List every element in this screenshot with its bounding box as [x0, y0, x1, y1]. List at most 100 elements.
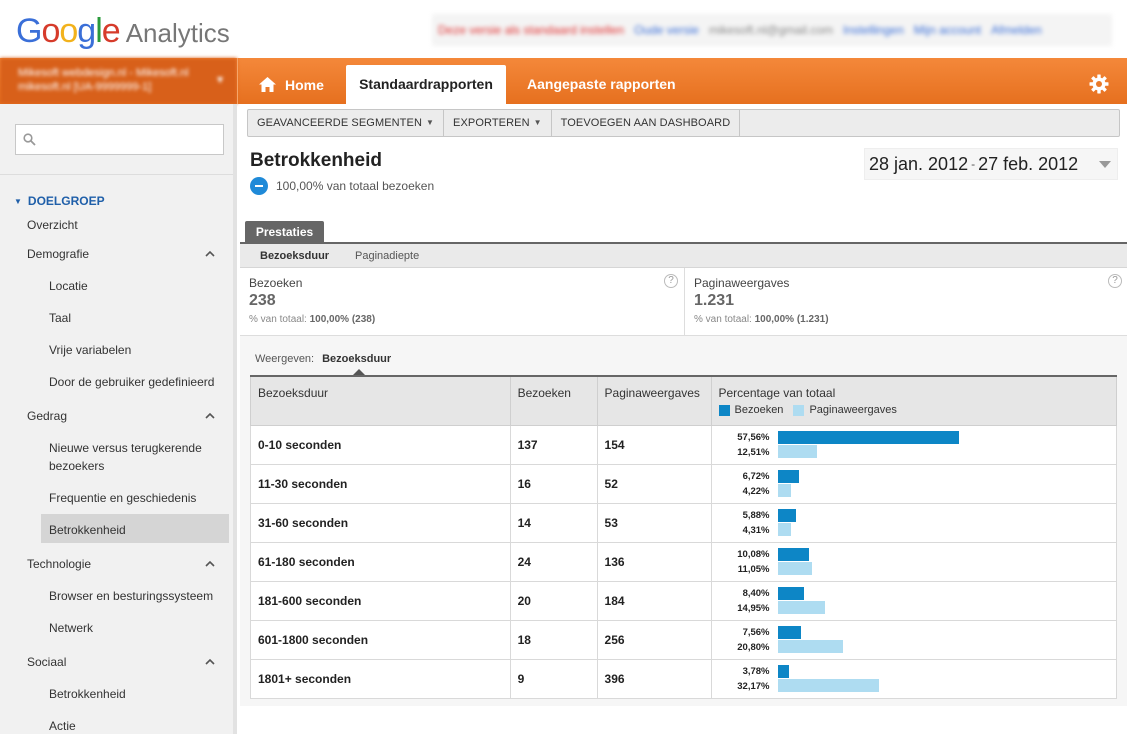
percentage-visits-label: 6,72%: [742, 470, 770, 482]
percentage-pageviews-label: 20,80%: [737, 641, 770, 653]
segment-indicator-icon[interactable]: [250, 177, 268, 195]
sidebar-item-demographics[interactable]: Demografie: [27, 245, 227, 263]
sidebar: ▼ DOELGROEP Overzicht Demografie Locatie…: [0, 104, 237, 734]
sidebar-item-social-engagement[interactable]: Betrokkenheid: [49, 687, 126, 701]
top-links: Deze versie als standaard instellen Oude…: [432, 14, 1112, 46]
settings-link[interactable]: Instellingen: [843, 23, 904, 37]
view-current[interactable]: Bezoeksduur: [322, 353, 392, 365]
cell-duration: 601-1800 seconden: [250, 619, 511, 660]
my-account-link[interactable]: Mijn account: [913, 23, 982, 37]
page-title: Betrokkenheid: [250, 150, 382, 171]
cell-visits: 137: [509, 424, 598, 465]
sidebar-item-behavior[interactable]: Gedrag: [27, 407, 227, 425]
percentage-visits-label: 10,08%: [737, 548, 770, 560]
gear-icon[interactable]: [1089, 74, 1109, 94]
subtab-page-depth[interactable]: Paginadiepte: [355, 250, 420, 262]
metric-value: 238: [249, 292, 276, 309]
bar-pageviews: [777, 561, 813, 575]
help-icon[interactable]: ?: [1108, 274, 1122, 288]
old-version-link[interactable]: Oude versie: [634, 23, 699, 37]
chart-legend: Bezoeken Paginaweergaves: [718, 404, 1110, 416]
advanced-segments-button[interactable]: GEAVANCEERDE SEGMENTEN ▼: [248, 110, 445, 136]
sidebar-item-overview[interactable]: Overzicht: [27, 218, 78, 232]
report-table: Bezoeksduur Bezoeken Paginaweergaves Per…: [250, 375, 1117, 699]
column-header-duration[interactable]: Bezoeksduur: [250, 375, 511, 426]
cell-pageviews: 53: [596, 502, 712, 543]
sidebar-item-browser-os[interactable]: Browser en besturingssysteem: [49, 589, 214, 603]
account-selector[interactable]: Mikesoft webdesign.nl - Mikesoft.nl mike…: [0, 58, 237, 104]
sidebar-item-engagement[interactable]: Betrokkenheid: [49, 523, 126, 537]
nav-standard-reports[interactable]: Standaardrapporten: [346, 65, 506, 104]
sidebar-search-input[interactable]: [15, 124, 224, 155]
sidebar-item-label: Demografie: [27, 247, 90, 261]
search-icon: [23, 133, 36, 146]
date-range-picker[interactable]: 28 jan. 2012 - 27 feb. 2012: [864, 148, 1118, 180]
sidebar-item-label: Sociaal: [27, 655, 67, 669]
bar-pageviews: [777, 678, 879, 692]
export-button[interactable]: EXPORTEREN ▼: [444, 110, 552, 136]
sidebar-item-action[interactable]: Actie: [49, 719, 76, 733]
nav-home[interactable]: Home: [258, 65, 324, 104]
cell-percentage: 8,40% 14,95%: [710, 580, 1117, 621]
column-header-visits[interactable]: Bezoeken: [509, 375, 598, 426]
caret-down-icon: ▼: [14, 196, 22, 206]
sidebar-item-social[interactable]: Sociaal: [27, 653, 227, 671]
cell-visits: 9: [509, 658, 598, 699]
cell-duration: 181-600 seconden: [250, 580, 511, 621]
metric-pageviews: Paginaweergaves 1.231 % van totaal: 100,…: [684, 268, 1127, 336]
sign-out-link[interactable]: Afmelden: [991, 23, 1042, 37]
sidebar-item-label: Gedrag: [27, 409, 68, 423]
sidebar-item-network[interactable]: Netwerk: [49, 621, 94, 635]
cell-visits: 24: [509, 541, 598, 582]
sidebar-divider: [0, 174, 233, 175]
sidebar-item-technology[interactable]: Technologie: [27, 555, 227, 573]
percentage-pageviews-label: 4,31%: [742, 524, 770, 536]
sidebar-item-custom-variables[interactable]: Vrije variabelen: [49, 343, 132, 357]
cell-pageviews: 136: [596, 541, 712, 582]
table-header-row: Bezoeksduur Bezoeken Paginaweergaves Per…: [250, 375, 1117, 426]
google-analytics-logo[interactable]: Google Analytics: [16, 12, 230, 50]
sidebar-item-new-vs-returning[interactable]: Nieuwe versus terugkerende bezoekers: [49, 441, 202, 473]
cell-duration: 0-10 seconden: [250, 424, 511, 465]
tab-performance[interactable]: Prestaties: [245, 221, 324, 243]
sidebar-item-location[interactable]: Locatie: [49, 279, 88, 293]
advanced-segments-label: GEAVANCEERDE SEGMENTEN: [257, 117, 422, 129]
sidebar-active-highlight: [41, 514, 229, 543]
sidebar-scrollbar[interactable]: [233, 104, 237, 734]
metric-subtext: % van totaal: 100,00% (238): [249, 314, 376, 325]
add-to-dashboard-button[interactable]: TOEVOEGEN AAN DASHBOARD: [552, 110, 741, 136]
nav-custom-reports[interactable]: Aangepaste rapporten: [527, 76, 676, 92]
metric-subtext: % van totaal: 100,00% (1.231): [694, 314, 829, 325]
metric-label: Bezoeken: [249, 276, 303, 290]
account-dropdown-icon: ▼: [215, 75, 225, 86]
date-start: 28 jan. 2012: [869, 153, 969, 174]
metric-value: 1.231: [694, 292, 735, 309]
cell-duration: 11-30 seconden: [250, 463, 511, 504]
help-icon[interactable]: ?: [664, 274, 678, 288]
legend-swatch-visits: [718, 404, 730, 416]
table-row: 181-600 seconden 20 184 8,40% 14,95%: [250, 580, 1117, 621]
segment-text: 100,00% van totaal bezoeken: [276, 179, 435, 193]
table-row: 61-180 seconden 24 136 10,08% 11,05%: [250, 541, 1117, 582]
cell-duration: 31-60 seconden: [250, 502, 511, 543]
sidebar-item-user-defined[interactable]: Door de gebruiker gedefinieerd: [49, 375, 215, 389]
dropdown-arrow-icon: ▼: [426, 118, 435, 127]
segment-summary: 100,00% van totaal bezoeken: [250, 177, 434, 195]
account-property: mikesoft.nl [UA-9999999-1]: [18, 81, 152, 93]
view-label: Weergeven:: [255, 353, 315, 365]
cell-visits: 16: [509, 463, 598, 504]
sidebar-item-language[interactable]: Taal: [49, 311, 72, 325]
sidebar-item-frequency-recency[interactable]: Frequentie en geschiedenis: [49, 491, 197, 505]
column-header-pageviews[interactable]: Paginaweergaves: [596, 375, 712, 426]
nav-divider: [237, 58, 238, 104]
export-label: EXPORTEREN: [453, 117, 530, 129]
bar-visits: [777, 586, 804, 600]
set-default-version-link[interactable]: Deze versie als standaard instellen: [438, 23, 625, 37]
sidebar-section-audience[interactable]: ▼ DOELGROEP: [14, 194, 105, 208]
cell-percentage: 3,78% 32,17%: [710, 658, 1117, 699]
cell-pageviews: 52: [596, 463, 712, 504]
percentage-pageviews-label: 14,95%: [737, 602, 770, 614]
subtab-visit-duration[interactable]: Bezoeksduur: [260, 250, 330, 262]
cell-percentage: 10,08% 11,05%: [710, 541, 1117, 582]
cell-visits: 14: [509, 502, 598, 543]
